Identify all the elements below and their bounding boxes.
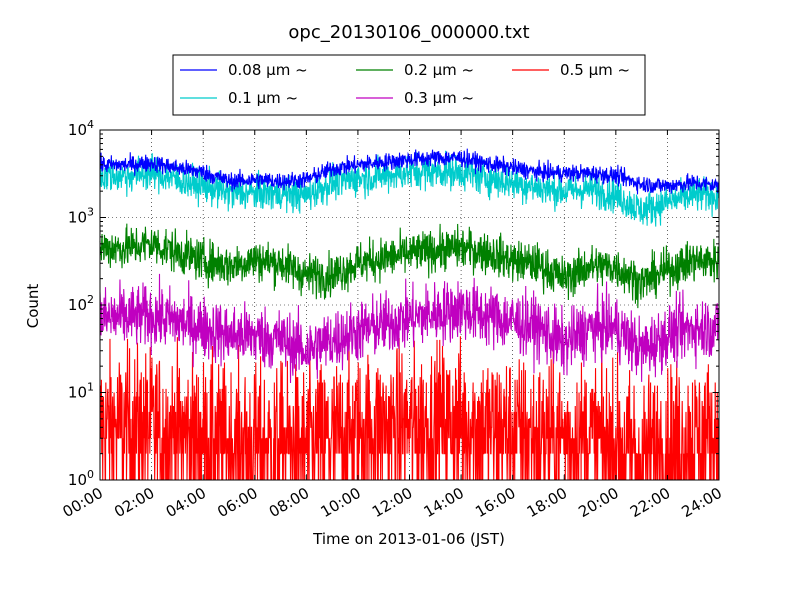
legend-box xyxy=(172,54,646,116)
x-tick-label: 08:00 xyxy=(266,484,312,521)
series-line xyxy=(99,273,720,383)
y-axis-label: Count xyxy=(24,284,42,329)
legend-label: 0.08 μm ~ xyxy=(228,61,308,79)
x-tick-label: 12:00 xyxy=(369,484,415,521)
legend-label: 0.3 μm ~ xyxy=(404,89,474,107)
series-line xyxy=(99,148,720,195)
series-line xyxy=(99,327,720,481)
x-axis-label: Time on 2013-01-06 (JST) xyxy=(312,530,505,548)
y-tick-label: 104 xyxy=(68,118,94,139)
x-tick-label: 24:00 xyxy=(679,484,725,521)
x-tick-label: 06:00 xyxy=(214,484,260,521)
series-layer xyxy=(99,148,720,481)
x-tick-label: 00:00 xyxy=(60,484,106,521)
legend: 0.08 μm ~ 0.1 μm ~ 0.2 μm ~ 0.3 μm ~ 0.5 μm … xyxy=(172,54,646,116)
series-line xyxy=(99,223,720,309)
y-tick-label: 102 xyxy=(68,293,94,314)
x-tick-label: 14:00 xyxy=(421,484,467,521)
y-tick-label: 101 xyxy=(68,381,94,402)
x-tick-label: 10:00 xyxy=(317,484,363,521)
x-tick-label: 20:00 xyxy=(575,484,621,521)
y-tick-label: 100 xyxy=(68,468,94,489)
chart-title: opc_20130106_000000.txt xyxy=(288,22,529,43)
legend-label: 0.2 μm ~ xyxy=(404,61,474,79)
x-tick-label: 16:00 xyxy=(472,484,518,521)
x-tick-label: 02:00 xyxy=(111,484,157,521)
legend-label: 0.5 μm ~ xyxy=(560,61,630,79)
x-tick-label: 22:00 xyxy=(627,484,673,521)
x-tick-label: 18:00 xyxy=(524,484,570,521)
x-tick-label: 04:00 xyxy=(163,484,209,521)
y-tick-label: 103 xyxy=(68,206,94,227)
legend-label: 0.1 μm ~ xyxy=(228,89,298,107)
series-line xyxy=(99,150,720,227)
y-axis: 100 101 102 103 104 xyxy=(68,118,719,489)
